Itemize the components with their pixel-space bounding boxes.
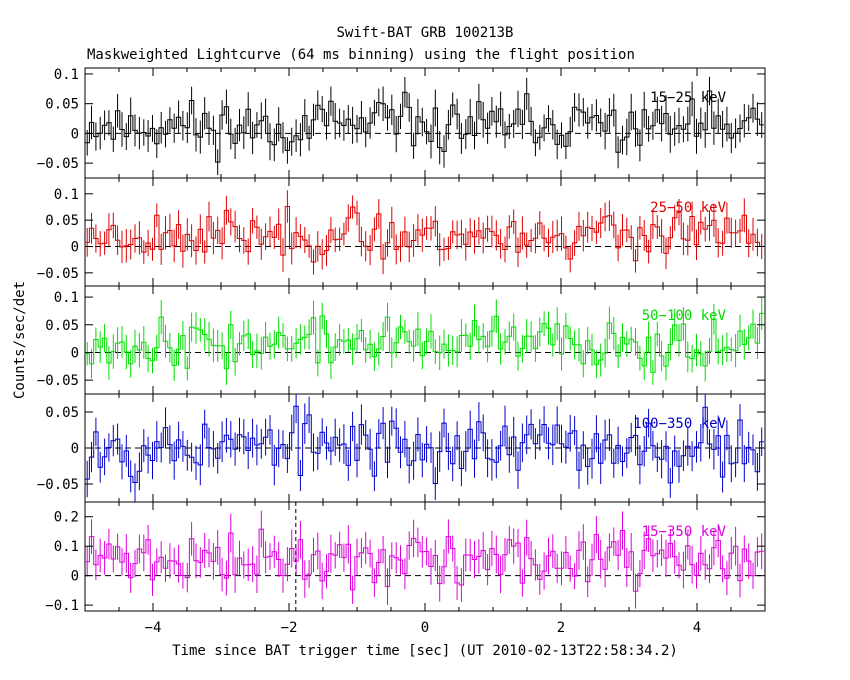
- y-tick-label: 0.1: [54, 67, 79, 83]
- y-tick-label: −0.05: [37, 477, 79, 493]
- panel-5: −0.1 0 0.1 0.2 15−350 keV: [45, 501, 766, 614]
- y-tick-label: 0.1: [54, 187, 79, 203]
- band-label: 15−350 keV: [642, 524, 727, 540]
- lightcurve-series: [85, 405, 764, 484]
- y-tick-label: 0: [71, 569, 79, 585]
- y-tick-label: 0: [71, 441, 79, 457]
- panel-3: −0.05 0 0.05 0.1 50−100 keV: [37, 285, 766, 395]
- y-tick-label: 0.1: [54, 290, 79, 306]
- panel-frame: [84, 501, 766, 612]
- band-label: 50−100 keV: [642, 308, 727, 324]
- y-tick-label: 0: [71, 239, 79, 255]
- x-tick-label: 4: [693, 620, 701, 636]
- x-tick-label: −2: [281, 620, 298, 636]
- x-tick-label: 2: [557, 620, 565, 636]
- lightcurve-series: [85, 206, 764, 263]
- lightcurve-series: [85, 312, 764, 373]
- panel-1: −0.05 0 0.05 0.1 15−25 keV: [37, 67, 766, 179]
- y-tick-label: 0.1: [54, 539, 79, 555]
- y-tick-label: 0: [71, 345, 79, 361]
- y-tick-label: −0.1: [45, 598, 79, 614]
- y-tick-label: −0.05: [37, 266, 79, 282]
- x-tick-label: 0: [421, 620, 429, 636]
- band-label: 100−350 keV: [633, 416, 726, 432]
- chart-subtitle: Maskweighted Lightcurve (64 ms binning) …: [87, 47, 635, 63]
- y-tick-label: −0.05: [37, 156, 79, 172]
- panel-2: −0.05 0 0.05 0.1 25−50 keV: [37, 177, 766, 287]
- y-axis-label: Counts/sec/det: [12, 281, 28, 399]
- band-label: 25−50 keV: [650, 200, 726, 216]
- y-tick-label: 0.05: [45, 318, 79, 334]
- y-tick-label: −0.05: [37, 373, 79, 389]
- chart-title: Swift-BAT GRB 100213B: [336, 25, 513, 41]
- y-tick-label: 0: [71, 126, 79, 142]
- lightcurve-series: [85, 528, 764, 592]
- y-tick-label: 0.2: [54, 510, 79, 526]
- panels-group: −0.05 0 0.05 0.1 15−25 keV −0.05 0 0.05 0.1 25−50…: [37, 67, 766, 636]
- y-tick-label: 0.05: [45, 213, 79, 229]
- band-label: 15−25 keV: [650, 90, 726, 106]
- lightcurve-series: [85, 90, 764, 163]
- y-tick-label: 0.05: [45, 405, 79, 421]
- x-tick-label: −4: [145, 620, 162, 636]
- x-axis-label: Time since BAT trigger time [sec] (UT 20…: [172, 643, 678, 659]
- y-tick-label: 0.05: [45, 97, 79, 113]
- panel-4: −0.05 0 0.05 100−350 keV: [37, 393, 766, 503]
